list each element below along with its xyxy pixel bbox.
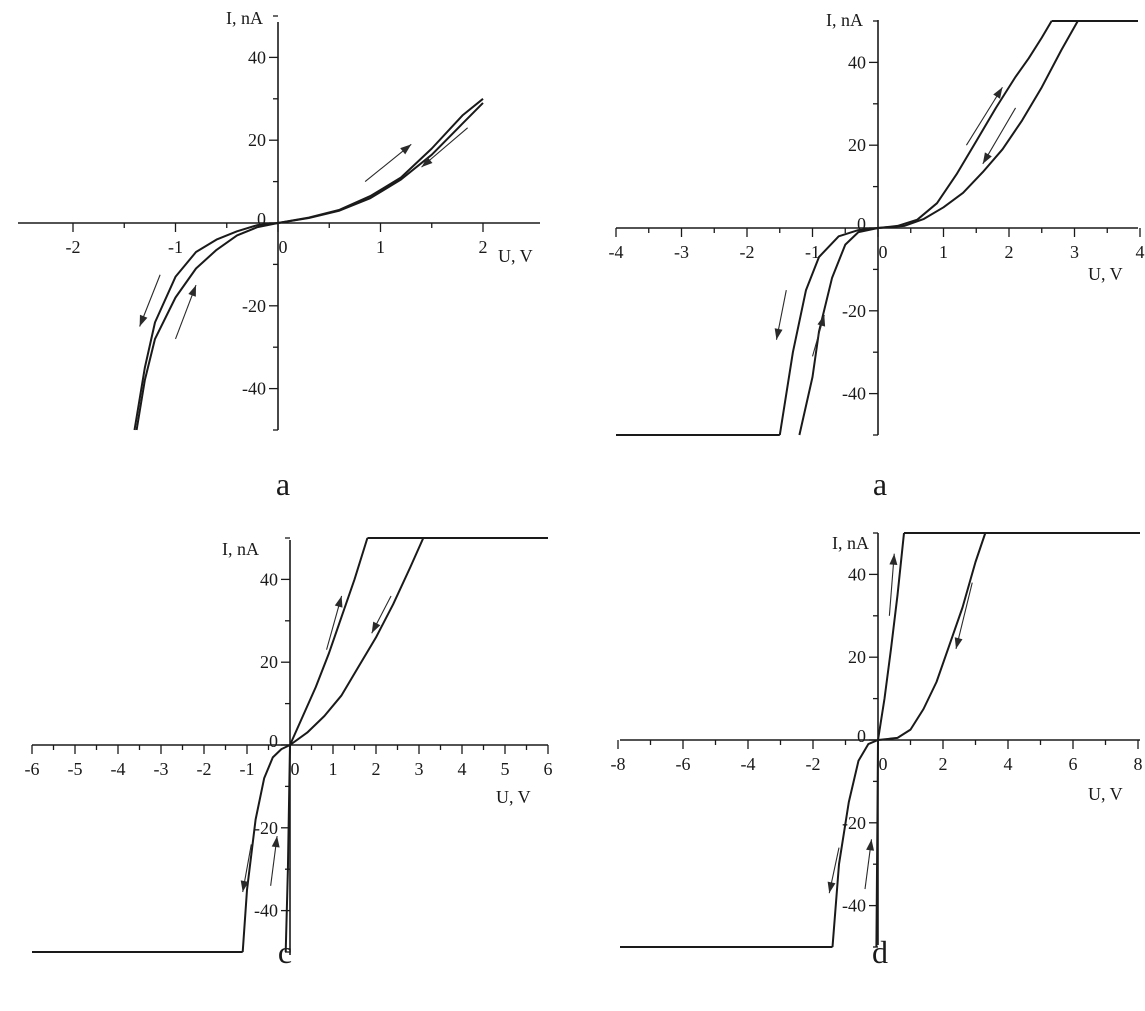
y-tick-label: -20 bbox=[242, 296, 266, 316]
y-tick-label: 20 bbox=[248, 130, 266, 150]
y-tick-label: -20 bbox=[254, 818, 278, 838]
x-tick-label: -1 bbox=[805, 242, 820, 262]
arrow-head bbox=[271, 836, 280, 848]
x-tick-label: 0 bbox=[291, 759, 300, 779]
arrow-head bbox=[954, 637, 963, 649]
y-tick-label: 0 bbox=[857, 214, 866, 234]
y-tick-label: -40 bbox=[242, 379, 266, 399]
x-tick-label: 1 bbox=[376, 237, 385, 257]
x-tick-label: -4 bbox=[741, 754, 756, 774]
iv-curve-series-2 bbox=[778, 20, 1079, 436]
x-tick-label: 2 bbox=[939, 754, 948, 774]
x-axis-title: U, V bbox=[1088, 784, 1123, 804]
arrow-head bbox=[817, 314, 826, 327]
x-tick-label: -3 bbox=[674, 242, 689, 262]
y-tick-label: -20 bbox=[842, 813, 866, 833]
arrow-head bbox=[774, 328, 783, 340]
arrow-head bbox=[334, 595, 343, 608]
x-tick-label: 2 bbox=[479, 237, 488, 257]
x-tick-label: 0 bbox=[279, 237, 288, 257]
x-tick-label: 5 bbox=[501, 759, 510, 779]
panel-label: c bbox=[278, 934, 292, 970]
arrow-head bbox=[866, 839, 875, 851]
chart-panel-2: -4 -3 -2 -1 0 1 2 3 4 -40 -20 0 20 40 U, V I, nA a bbox=[609, 10, 1145, 502]
x-tick-label: 4 bbox=[1136, 242, 1145, 262]
y-tick-label: 20 bbox=[260, 652, 278, 672]
y-tick-label: -20 bbox=[842, 301, 866, 321]
x-tick-label: -2 bbox=[806, 754, 821, 774]
x-tick-label: -6 bbox=[25, 759, 40, 779]
x-tick-label: 1 bbox=[939, 242, 948, 262]
panel-label: a bbox=[873, 466, 887, 502]
x-tick-label: -3 bbox=[154, 759, 169, 779]
direction-arrow bbox=[965, 86, 1003, 146]
x-tick-label: 2 bbox=[1005, 242, 1014, 262]
x-axis-title: U, V bbox=[498, 246, 533, 266]
y-tick-label: 0 bbox=[257, 209, 266, 229]
x-tick-label: 0 bbox=[879, 754, 888, 774]
y-tick-label: 0 bbox=[269, 731, 278, 751]
y-axis-title: I, nA bbox=[226, 8, 263, 28]
arrow-head bbox=[139, 314, 148, 327]
arrow-head bbox=[421, 156, 433, 168]
y-tick-label: -40 bbox=[842, 384, 866, 404]
iv-curve-series-1 bbox=[875, 532, 905, 948]
y-tick-label: 40 bbox=[248, 47, 266, 67]
x-tick-label: -2 bbox=[740, 242, 755, 262]
y-tick-label: -40 bbox=[842, 896, 866, 916]
arrow-head bbox=[400, 144, 412, 155]
x-tick-label: 0 bbox=[879, 242, 888, 262]
arrow-head bbox=[827, 881, 836, 894]
y-tick-label: 40 bbox=[848, 52, 866, 72]
y-tick-label: -40 bbox=[254, 901, 278, 921]
y-tick-label: 0 bbox=[857, 726, 866, 746]
x-tick-label: 8 bbox=[1134, 754, 1143, 774]
y-tick-label: 40 bbox=[848, 564, 866, 584]
y-tick-label: 40 bbox=[260, 569, 278, 589]
panel-label: a bbox=[276, 466, 290, 502]
panel-label: d bbox=[872, 934, 888, 970]
x-tick-label: -2 bbox=[197, 759, 212, 779]
iv-curve-series-1 bbox=[284, 537, 369, 953]
x-axis-title: U, V bbox=[1088, 264, 1123, 284]
x-tick-label: 3 bbox=[415, 759, 424, 779]
arrow-head bbox=[889, 553, 898, 565]
x-tick-label: -5 bbox=[68, 759, 83, 779]
iv-curve-series-2 bbox=[241, 537, 425, 953]
iv-curve-series-1 bbox=[798, 20, 1053, 436]
x-tick-label: -1 bbox=[168, 237, 183, 257]
x-tick-label: 6 bbox=[1069, 754, 1078, 774]
x-tick-label: -1 bbox=[240, 759, 255, 779]
x-tick-label: 4 bbox=[1004, 754, 1013, 774]
x-tick-label: 2 bbox=[372, 759, 381, 779]
arrow-head bbox=[188, 285, 196, 297]
x-tick-label: -4 bbox=[111, 759, 126, 779]
x-tick-label: -2 bbox=[66, 237, 81, 257]
arrow-head bbox=[240, 880, 249, 892]
x-tick-label: 3 bbox=[1070, 242, 1079, 262]
arrow-head bbox=[371, 621, 381, 634]
arrow-head bbox=[993, 87, 1003, 99]
chart-panel-3: -6 -5 -4 -3 -2 -1 0 1 2 3 4 5 6 -40 -20 0 20 40 U, V I, nA c bbox=[25, 537, 553, 970]
iv-curve-series-2 bbox=[135, 98, 484, 431]
iv-curve-series-2 bbox=[831, 532, 987, 948]
x-tick-label: -8 bbox=[611, 754, 626, 774]
y-axis-title: I, nA bbox=[832, 533, 869, 553]
y-axis-title: I, nA bbox=[826, 10, 863, 30]
chart-panel-1: -2 -1 0 1 2 -40 -20 0 20 40 U, V I, nA a bbox=[18, 8, 540, 502]
y-axis-title: I, nA bbox=[222, 539, 259, 559]
x-tick-label: -6 bbox=[676, 754, 691, 774]
x-tick-label: 1 bbox=[329, 759, 338, 779]
iv-curve-series-1 bbox=[133, 102, 484, 431]
direction-arrow bbox=[955, 582, 973, 650]
y-tick-label: 20 bbox=[848, 647, 866, 667]
x-tick-label: -4 bbox=[609, 242, 624, 262]
x-tick-label: 6 bbox=[544, 759, 553, 779]
arrow-head bbox=[982, 152, 992, 164]
x-tick-label: 4 bbox=[458, 759, 467, 779]
y-tick-label: 20 bbox=[848, 135, 866, 155]
x-axis-title: U, V bbox=[496, 787, 531, 807]
